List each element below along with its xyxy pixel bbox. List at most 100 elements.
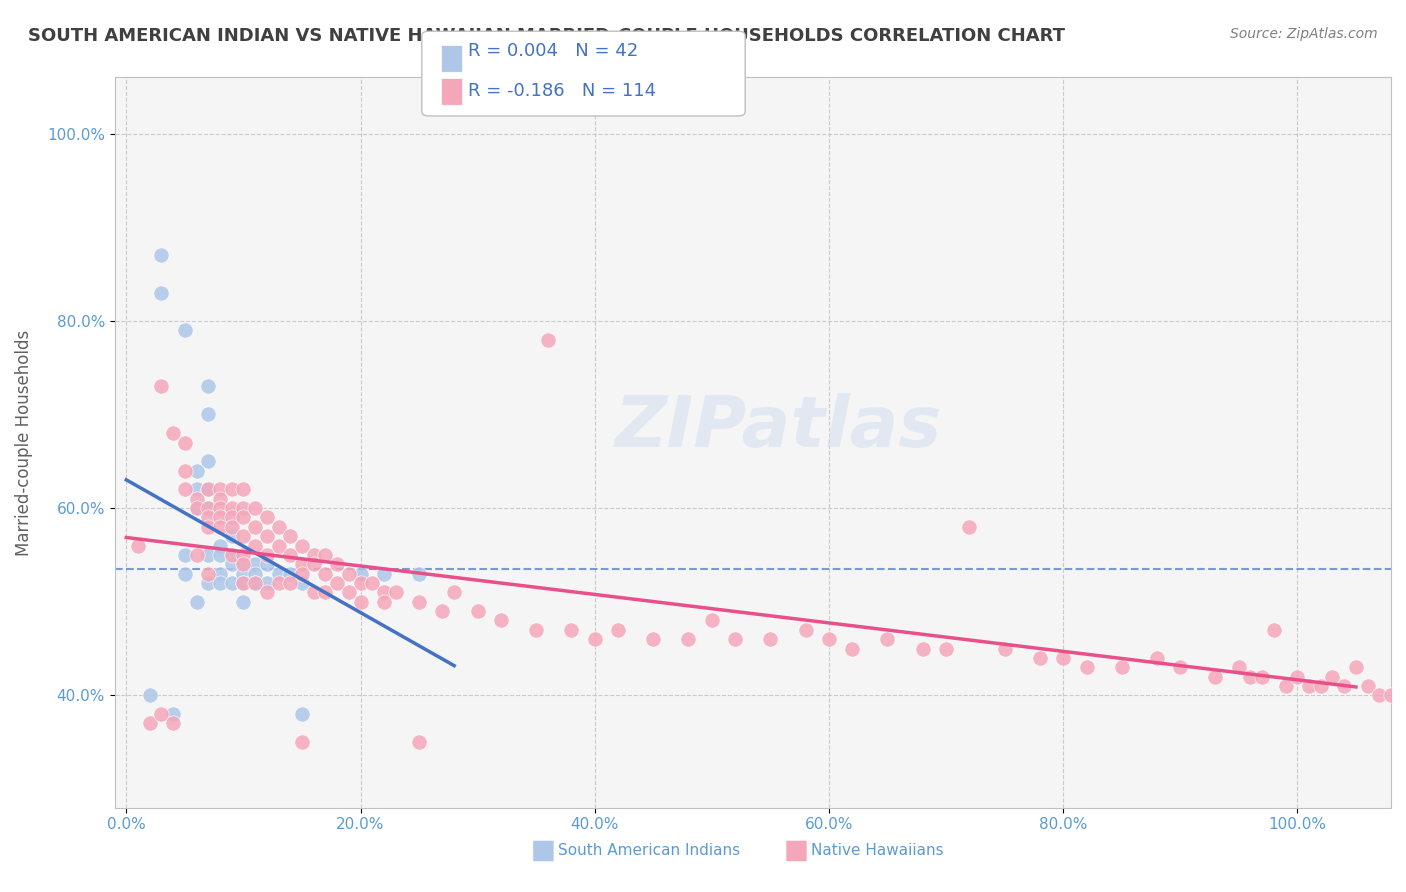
Point bbox=[186, 501, 208, 516]
Point bbox=[1379, 689, 1402, 703]
Point bbox=[1263, 623, 1285, 637]
Text: R = 0.004   N = 42: R = 0.004 N = 42 bbox=[468, 42, 638, 60]
Point bbox=[197, 548, 219, 562]
Point bbox=[173, 464, 195, 478]
Point bbox=[935, 641, 957, 656]
Point bbox=[162, 426, 184, 441]
Point bbox=[232, 548, 254, 562]
Point bbox=[1168, 660, 1191, 674]
Point bbox=[326, 558, 349, 572]
Point bbox=[186, 464, 208, 478]
Point bbox=[162, 707, 184, 722]
Point bbox=[314, 548, 336, 562]
Point bbox=[208, 539, 231, 553]
Point bbox=[1239, 670, 1261, 684]
Point bbox=[911, 641, 934, 656]
Point bbox=[208, 576, 231, 591]
Point bbox=[243, 539, 266, 553]
Point bbox=[384, 585, 406, 599]
Point bbox=[232, 501, 254, 516]
Text: SOUTH AMERICAN INDIAN VS NATIVE HAWAIIAN MARRIED-COUPLE HOUSEHOLDS CORRELATION C: SOUTH AMERICAN INDIAN VS NATIVE HAWAIIAN… bbox=[28, 27, 1066, 45]
Point bbox=[876, 632, 898, 647]
Point bbox=[408, 566, 430, 581]
Point bbox=[197, 379, 219, 393]
Point bbox=[583, 632, 606, 647]
Point bbox=[197, 576, 219, 591]
Point bbox=[208, 548, 231, 562]
Point bbox=[232, 483, 254, 497]
Point bbox=[208, 566, 231, 581]
Point bbox=[1204, 670, 1226, 684]
Point bbox=[1052, 651, 1074, 665]
Point bbox=[678, 632, 700, 647]
Point bbox=[993, 641, 1015, 656]
Point bbox=[232, 595, 254, 609]
Point bbox=[256, 585, 278, 599]
Text: ZIPatlas: ZIPatlas bbox=[614, 393, 942, 462]
Point bbox=[139, 689, 162, 703]
Point bbox=[291, 707, 314, 722]
Point bbox=[818, 632, 841, 647]
Point bbox=[186, 548, 208, 562]
Point bbox=[208, 520, 231, 534]
Point bbox=[197, 566, 219, 581]
Point bbox=[173, 323, 195, 337]
Point bbox=[337, 566, 360, 581]
Point bbox=[243, 520, 266, 534]
Point bbox=[302, 558, 325, 572]
Point bbox=[841, 641, 863, 656]
Point bbox=[186, 491, 208, 506]
Point bbox=[173, 435, 195, 450]
Point bbox=[291, 576, 314, 591]
Point bbox=[643, 632, 665, 647]
Point bbox=[1298, 679, 1320, 693]
Point bbox=[197, 454, 219, 468]
Point bbox=[302, 548, 325, 562]
Point bbox=[337, 585, 360, 599]
Point bbox=[221, 510, 243, 524]
Point bbox=[267, 520, 290, 534]
Point bbox=[1344, 660, 1367, 674]
Point bbox=[1028, 651, 1050, 665]
Point bbox=[232, 558, 254, 572]
Point bbox=[1076, 660, 1098, 674]
Point bbox=[1286, 670, 1309, 684]
Point bbox=[1333, 679, 1355, 693]
Point bbox=[759, 632, 782, 647]
Point bbox=[232, 576, 254, 591]
Point bbox=[408, 595, 430, 609]
Point bbox=[1322, 670, 1344, 684]
Point bbox=[221, 548, 243, 562]
Point bbox=[724, 632, 747, 647]
Point bbox=[208, 510, 231, 524]
Point bbox=[197, 510, 219, 524]
Point bbox=[197, 408, 219, 422]
Point bbox=[221, 576, 243, 591]
Point bbox=[173, 548, 195, 562]
Point bbox=[186, 483, 208, 497]
Point bbox=[349, 566, 371, 581]
Point bbox=[267, 539, 290, 553]
Point bbox=[186, 595, 208, 609]
Point bbox=[1111, 660, 1133, 674]
Point bbox=[127, 539, 149, 553]
Point bbox=[1368, 689, 1391, 703]
Point bbox=[256, 548, 278, 562]
Point bbox=[700, 614, 723, 628]
Point bbox=[243, 501, 266, 516]
Point bbox=[291, 539, 314, 553]
Text: Source: ZipAtlas.com: Source: ZipAtlas.com bbox=[1230, 27, 1378, 41]
Point bbox=[162, 716, 184, 731]
Point bbox=[232, 510, 254, 524]
Point bbox=[524, 623, 547, 637]
Point bbox=[208, 483, 231, 497]
Point bbox=[291, 735, 314, 749]
Legend:  bbox=[589, 85, 610, 107]
Text: R = -0.186   N = 114: R = -0.186 N = 114 bbox=[468, 82, 657, 100]
Point bbox=[197, 483, 219, 497]
Point bbox=[208, 501, 231, 516]
Point bbox=[291, 558, 314, 572]
Point bbox=[243, 566, 266, 581]
Point bbox=[256, 576, 278, 591]
Point bbox=[139, 716, 162, 731]
